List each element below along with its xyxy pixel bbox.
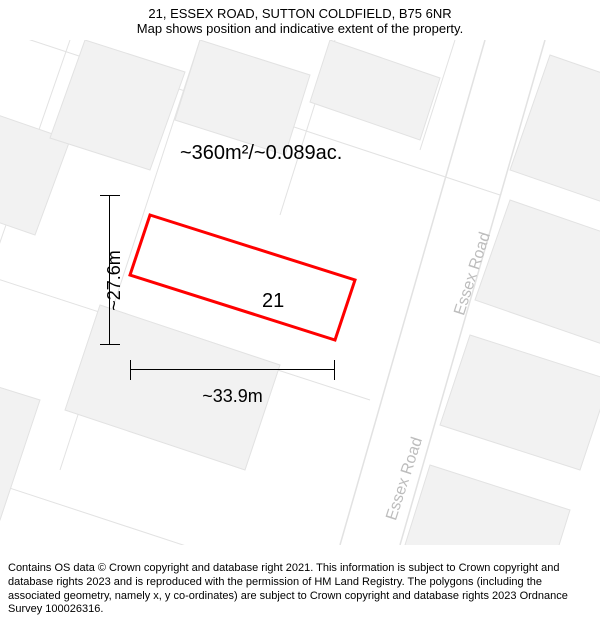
building-polygon (310, 40, 440, 140)
dimension-vertical: ~27.6m (100, 195, 120, 345)
dim-v-tick-top (100, 195, 120, 196)
dim-h-tick-right (334, 360, 335, 380)
footer-text: Contains OS data © Crown copyright and d… (0, 556, 600, 625)
parcel-line (0, 475, 320, 545)
dim-v-tick-bottom (100, 344, 120, 345)
dim-v-label: ~27.6m (104, 250, 125, 311)
building-polygon (440, 335, 600, 470)
dim-h-line (130, 360, 335, 380)
highlight-polygon (130, 215, 355, 340)
map-svg (0, 0, 600, 545)
area-label: ~360m²/~0.089ac. (180, 142, 342, 165)
dim-h-bar (130, 369, 335, 370)
building-polygon (475, 200, 600, 345)
page-title: 21, ESSEX ROAD, SUTTON COLDFIELD, B75 6N… (10, 6, 590, 21)
plot-number: 21 (262, 290, 284, 313)
building-polygon (0, 375, 40, 520)
dimension-horizontal: ~33.9m (130, 360, 335, 407)
building-polygon (405, 465, 570, 545)
dim-h-tick-left (130, 360, 131, 380)
page-subtitle: Map shows position and indicative extent… (10, 21, 590, 36)
dim-h-label: ~33.9m (130, 386, 335, 407)
building-polygon (50, 40, 185, 170)
building-polygon (510, 55, 600, 215)
header: 21, ESSEX ROAD, SUTTON COLDFIELD, B75 6N… (0, 0, 600, 38)
building-polygon (175, 40, 310, 155)
